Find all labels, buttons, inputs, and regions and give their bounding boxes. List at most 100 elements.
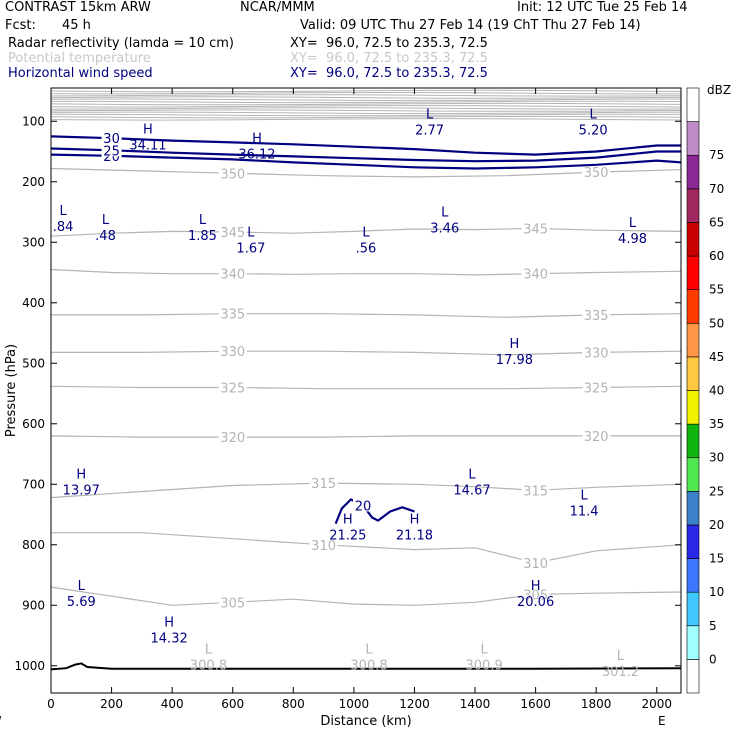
wind-contour-line <box>50 153 682 170</box>
extremum-value: 14.32 <box>151 631 188 646</box>
extremum-marker: L <box>590 107 598 122</box>
theta-contours: 350 350 345 345 340 340 335 335 330 330 325 325 320 3… <box>50 164 682 611</box>
theta-contour-label: 350 <box>220 167 245 182</box>
field-wind-xy: XY= 96.0, 72.5 to 235.3, 72.5 <box>290 66 488 81</box>
theta-contour-line <box>50 268 682 276</box>
x-tick-label: 1600 <box>520 697 551 711</box>
colorbar-level-label: 10 <box>709 585 724 599</box>
valid-time: Valid: 09 UTC Thu 27 Feb 14 (19 ChT Thu … <box>300 18 641 33</box>
extremum-marker: L <box>59 204 67 219</box>
extremum-marker: H <box>531 579 541 594</box>
stratospheric-theta-line <box>50 102 682 106</box>
wind-label-bg <box>352 497 373 512</box>
extremum-marker: L <box>365 643 373 658</box>
y-tick-label: 100 <box>22 114 45 128</box>
y-tick-label: 300 <box>22 235 45 249</box>
terrain <box>50 662 682 671</box>
extremum-marker: H <box>76 467 86 482</box>
extremum-marker: H <box>252 131 262 146</box>
extremum-marker: L <box>199 213 207 228</box>
colorbar-swatch <box>686 188 700 223</box>
stratospheric-theta-line <box>50 105 682 108</box>
fcst-value: 45 h <box>62 18 91 33</box>
theta-contour-label: 310 <box>311 539 336 554</box>
theta-contour-label: 345 <box>523 222 548 237</box>
theta-label-bg <box>582 379 611 394</box>
colorbar-swatch <box>686 390 700 425</box>
extremum-value: 1.85 <box>188 229 217 244</box>
theta-contour-label: 320 <box>220 431 245 446</box>
axes: 100 200 300 400 500 600 700 800 900 1000 0 200 400 60… <box>0 88 681 729</box>
model-title: CONTRAST 15km ARW <box>5 0 151 15</box>
theta-contour-label: 320 <box>584 430 609 445</box>
colorbar-level-label: 20 <box>709 518 724 532</box>
theta-label-bg <box>218 165 247 180</box>
extremum-value: 3.46 <box>430 221 459 236</box>
theta-label-bg <box>218 223 247 238</box>
colorbar-swatch <box>686 322 700 358</box>
y-tick-label: 700 <box>22 477 45 491</box>
theta-contour-label: 325 <box>220 381 245 396</box>
extremum-value: 1.67 <box>236 241 265 256</box>
theta-contour-label: 305 <box>523 588 548 603</box>
extremum-marker: L <box>426 107 434 122</box>
colorbar: 0 5 10 15 20 25 30 35 40 45 50 55 60 65 70 75 dBZ <box>686 83 731 694</box>
colorbar-swatch <box>686 222 700 257</box>
theta-label-bg <box>218 305 247 320</box>
wind-contour-label: 25 <box>103 144 120 159</box>
stratospheric-theta-band <box>50 89 682 121</box>
stratospheric-theta-line <box>50 96 682 99</box>
extremum-marker: L <box>102 213 110 228</box>
wind-contour-label: 20 <box>355 499 372 514</box>
colorbar-swatch <box>686 558 700 593</box>
extremum-value: 300.8 <box>350 659 387 674</box>
theta-label-bg <box>582 306 611 321</box>
theta-label-bg <box>218 343 247 358</box>
field-reflectivity-xy: XY= 96.0, 72.5 to 235.3, 72.5 <box>290 36 488 51</box>
extremum-value: .56 <box>356 241 377 256</box>
colorbar-level-label: 55 <box>709 283 724 297</box>
extremum-marker: L <box>205 643 213 658</box>
west-label: W <box>0 714 2 728</box>
extremum-value: 4.98 <box>618 232 647 247</box>
extremum-marker: L <box>468 467 476 482</box>
extremum-value: 34.11 <box>129 138 166 153</box>
theta-contour-label: 330 <box>584 346 609 361</box>
colorbar-level-label: 30 <box>709 451 724 465</box>
x-tick-label: 0 <box>47 697 55 711</box>
extremum-value: .48 <box>95 229 116 244</box>
colorbar-level-label: 70 <box>709 182 724 196</box>
theta-label-bg <box>521 220 550 235</box>
x-tick-label: 1800 <box>581 697 612 711</box>
terrain-line <box>50 662 682 671</box>
extremum-value: 13.97 <box>63 483 100 498</box>
plot-frame <box>50 87 682 694</box>
stratospheric-theta-line <box>50 89 682 93</box>
extremum-value: 17.98 <box>496 353 533 368</box>
theta-contour-label: 325 <box>584 381 609 396</box>
x-tick-label: 1200 <box>399 697 430 711</box>
theta-contour-label: 310 <box>523 557 548 572</box>
colorbar-level-label: 0 <box>709 652 717 666</box>
theta-contour-line <box>50 227 682 237</box>
colorbar-swatch <box>686 491 700 526</box>
extremum-value: .84 <box>53 220 74 235</box>
colorbar-swatch <box>686 524 700 559</box>
extremum-marker: L <box>247 225 255 240</box>
x-tick-label: 2000 <box>641 697 672 711</box>
theta-label-bg <box>218 429 247 444</box>
fcst-label: Fcst: <box>5 18 36 33</box>
y-axis-title: Pressure (hPa) <box>4 344 19 437</box>
extremum-value: 21.18 <box>396 529 433 544</box>
wind-contour-line <box>334 498 415 525</box>
stratospheric-theta-line <box>50 98 682 102</box>
extremum-value: 2.77 <box>415 123 444 138</box>
wind-contour-line <box>50 135 681 156</box>
extremum-marker: H <box>510 337 520 352</box>
theta-contour-label: 305 <box>220 596 245 611</box>
colorbar-swatch <box>686 154 700 190</box>
field-theta-name: Potential temperature <box>8 51 151 66</box>
extremum-marker: L <box>362 225 370 240</box>
